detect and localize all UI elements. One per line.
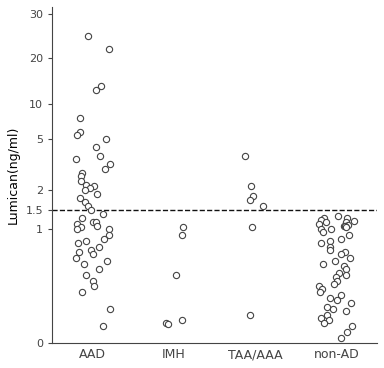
Y-axis label: Lumican(ng/ml): Lumican(ng/ml) <box>7 126 20 224</box>
